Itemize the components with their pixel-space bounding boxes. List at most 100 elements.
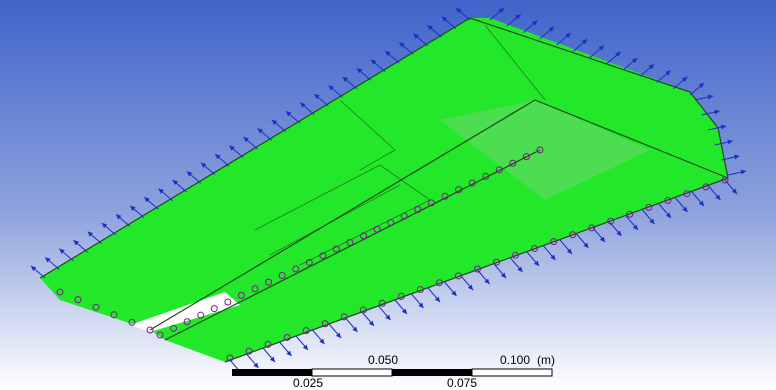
load-arrow-head	[715, 194, 721, 200]
body-side-face	[165, 150, 728, 362]
stiffener-line-2	[269, 184, 401, 256]
load-arrow-head	[314, 94, 320, 100]
load-arrow-head	[399, 42, 405, 48]
support-symbol	[482, 172, 490, 180]
support-symbol	[340, 313, 348, 321]
scale-unit: (m)	[537, 353, 555, 367]
scale-segment-2	[311, 368, 393, 377]
load-arrow-head	[615, 51, 621, 57]
load-arrow-head	[484, 278, 490, 284]
scale-bar-graphic	[232, 368, 553, 377]
load-arrow-head	[631, 58, 638, 64]
support-symbol	[226, 354, 234, 362]
support-symbol	[110, 311, 118, 319]
scale-label-0.075: 0.075	[447, 376, 478, 390]
support-symbol	[197, 311, 205, 319]
support-symbol	[416, 286, 424, 294]
load-arrow-head	[31, 266, 37, 272]
load-arrow-head	[548, 26, 554, 32]
meshed-body	[39, 17, 729, 363]
load-arrow-head	[186, 171, 193, 177]
scale-label-0.050: 0.050	[368, 353, 399, 367]
load-arrow-head	[87, 231, 94, 237]
load-arrow-head	[698, 83, 704, 89]
load-arrow-head	[720, 124, 727, 130]
load-arrow-head	[566, 248, 572, 254]
support-symbol	[92, 303, 100, 311]
support-symbol	[237, 291, 245, 299]
support-symbol	[146, 326, 154, 334]
load-arrow-head	[434, 296, 440, 302]
load-arrow-head	[342, 76, 349, 82]
load-arrow-head	[215, 154, 221, 160]
support-symbol	[626, 210, 634, 218]
support-symbol	[435, 279, 443, 287]
support-symbol	[319, 252, 327, 260]
stiffener-line-4	[484, 24, 546, 101]
load-arrow-head	[648, 64, 654, 70]
load-arrow-head	[335, 332, 341, 338]
load-arrow-head	[598, 45, 604, 51]
load-arrow-head	[300, 102, 306, 108]
support-symbol	[278, 272, 286, 280]
load-arrow-head	[632, 224, 638, 230]
support-symbol	[128, 318, 136, 326]
support-symbol	[346, 239, 354, 246]
support-symbol	[251, 285, 259, 293]
support-symbol	[512, 251, 520, 259]
load-arrow-head	[616, 230, 622, 236]
load-arrow-head	[286, 350, 292, 356]
load-arrow-head	[116, 214, 122, 220]
load-arrow-head	[201, 162, 207, 168]
load-arrow-head	[665, 70, 671, 76]
load-arrow-head	[581, 39, 588, 45]
load-arrow-head	[413, 33, 419, 39]
load-arrow-head	[599, 236, 605, 242]
support-symbol	[550, 238, 558, 246]
body-edge-middle	[149, 99, 729, 331]
support-symbol	[397, 292, 405, 300]
support-symbol	[607, 217, 615, 225]
stiffener-line-1	[254, 164, 431, 266]
load-arrow-head	[731, 188, 737, 194]
load-arrow-head	[451, 290, 457, 296]
support-symbol	[427, 199, 435, 207]
support-symbol	[702, 183, 710, 191]
load-arrow-head	[550, 254, 556, 260]
support-symbol	[264, 340, 272, 348]
load-arrow-head	[531, 20, 538, 26]
support-symbol	[183, 318, 191, 326]
load-arrow-head	[565, 33, 571, 39]
load-arrow-head	[286, 111, 292, 117]
support-symbol	[468, 179, 476, 187]
scale-segment-3	[392, 369, 472, 376]
load-arrow-head	[401, 308, 407, 314]
support-symbol	[721, 176, 729, 184]
support-symbol	[536, 146, 544, 154]
load-arrow-head	[271, 119, 278, 125]
support-symbol	[359, 306, 367, 314]
support-symbol	[387, 219, 395, 227]
support-symbol	[522, 153, 530, 161]
load-arrow-head	[456, 8, 462, 14]
load-arrow-head	[418, 302, 424, 308]
load-arrow-head	[158, 188, 164, 194]
support-symbol	[588, 224, 596, 232]
load-arrow-head	[352, 326, 358, 332]
load-arrow-head	[740, 169, 746, 175]
load-arrow-head	[649, 218, 655, 224]
load-arrow-head	[45, 257, 51, 263]
load-arrow-head	[665, 212, 671, 218]
load-arrow-head	[356, 68, 363, 74]
pressure-load-arrows	[30, 7, 747, 375]
support-symbols	[56, 146, 729, 362]
load-arrow-head	[385, 51, 391, 57]
load-arrow-head	[172, 180, 179, 186]
scale-segment-4	[471, 368, 553, 377]
load-arrow-head	[714, 109, 720, 115]
support-symbol	[400, 212, 408, 220]
support-symbol	[455, 186, 463, 194]
support-symbol	[378, 299, 386, 307]
